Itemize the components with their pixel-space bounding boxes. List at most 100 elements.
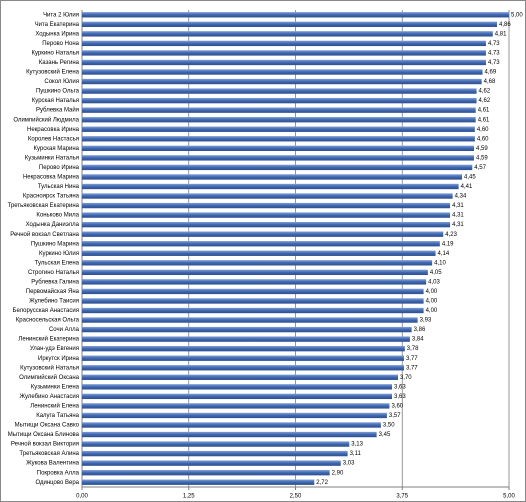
x-tick-label: 5,00 xyxy=(503,494,515,500)
data-label: 3,11 xyxy=(350,451,362,457)
y-tick-label: Рублевка Галина xyxy=(31,279,79,285)
data-label: 4,00 xyxy=(426,289,438,295)
bar xyxy=(82,164,473,171)
bar xyxy=(82,298,424,304)
y-tick-label: Кутузовский Наталья xyxy=(20,364,79,371)
bar xyxy=(82,221,451,228)
data-label: 3,77 xyxy=(406,356,418,362)
y-tick-label: Перово Ирина xyxy=(39,165,80,171)
y-tick-label: Кузьминки Елена xyxy=(31,384,80,390)
data-label: 4,41 xyxy=(461,184,473,190)
bar xyxy=(82,470,330,476)
bar xyxy=(82,78,482,85)
y-tick-label: Казань Регина xyxy=(39,60,80,66)
data-label: 3,60 xyxy=(391,403,403,409)
bar xyxy=(82,40,486,47)
y-tick-label: Калуга Татьяна xyxy=(36,413,79,419)
y-tick-label: Улан-удэ Евгения xyxy=(30,346,79,352)
x-tick-label: 0,00 xyxy=(76,494,88,500)
y-tick-label: Куркино Наталья xyxy=(32,51,80,57)
bar xyxy=(82,336,410,342)
data-label: 4,73 xyxy=(488,51,500,57)
bar xyxy=(82,69,483,75)
y-tick-label: Сочи Алла xyxy=(49,327,80,333)
y-tick-label: Пушкино Ольга xyxy=(36,89,80,95)
y-tick-label: Третьяковская Алина xyxy=(19,451,79,457)
bar xyxy=(82,450,348,457)
y-tick-label: Чита Екатерина xyxy=(35,22,80,28)
bar xyxy=(82,355,404,361)
bar xyxy=(82,345,405,352)
data-label: 4,05 xyxy=(430,270,442,276)
y-tick-label: Перово Нона xyxy=(42,41,79,47)
bar xyxy=(82,31,493,37)
bar xyxy=(82,317,418,323)
y-tick-label: Сокол Юлия xyxy=(44,79,79,85)
data-label: 4,73 xyxy=(488,60,500,66)
data-label: 3,63 xyxy=(394,394,406,400)
y-tick-label: Ленинский Екатерина xyxy=(18,336,79,343)
y-tick-label: Красносельская Ольга xyxy=(16,318,80,324)
y-tick-label: Мытищи Оксана Савко xyxy=(15,423,80,429)
data-label: 3,78 xyxy=(407,346,419,352)
bar xyxy=(82,460,341,466)
data-label: 3,70 xyxy=(400,375,412,381)
x-tick-label: 3,75 xyxy=(396,494,408,500)
data-label: 3,86 xyxy=(414,327,426,333)
data-label: 4,62 xyxy=(479,98,491,104)
y-tick-label: Олимпийский Людмила xyxy=(13,116,79,123)
data-label: 3,77 xyxy=(406,365,418,371)
y-tick-label: Некрасовка Марина xyxy=(23,175,80,181)
bar xyxy=(82,231,444,237)
y-tick-label: Рублевка Майя xyxy=(36,107,79,114)
bar xyxy=(82,212,451,218)
bar xyxy=(82,174,463,180)
y-tick-label: Ленинский Елена xyxy=(30,402,79,409)
bar xyxy=(82,441,350,447)
data-label: 4,23 xyxy=(445,232,457,238)
bar xyxy=(82,97,477,104)
bar xyxy=(82,365,404,371)
bar xyxy=(82,193,453,199)
data-label: 3,93 xyxy=(420,318,432,324)
data-label: 4,34 xyxy=(455,194,467,200)
y-tick-label: Мытищи Оксана Блинова xyxy=(8,432,80,438)
y-tick-label: Жукова Валентина xyxy=(26,461,80,467)
bar xyxy=(82,50,486,56)
y-tick-label: Куркино Юлия xyxy=(39,251,79,257)
bar xyxy=(82,307,424,314)
bar xyxy=(82,260,433,266)
bar xyxy=(82,422,381,428)
data-label: 4,69 xyxy=(485,70,497,76)
data-label: 4,62 xyxy=(479,89,491,95)
bar xyxy=(82,374,398,380)
y-tick-label: Курская Марина xyxy=(33,146,79,152)
bar xyxy=(82,21,498,27)
data-label: 4,81 xyxy=(495,31,507,37)
y-tick-label: Первомайская Яна xyxy=(26,288,80,295)
data-label: 3,63 xyxy=(394,384,406,390)
bar xyxy=(82,269,428,276)
data-label: 4,31 xyxy=(452,213,464,219)
y-tick-label: Покровка Алла xyxy=(37,470,80,476)
y-tick-label: Строгино Наталья xyxy=(28,270,79,276)
y-tick-label: Коньково Мила xyxy=(36,213,79,219)
y-tick-label: Кузьминки Наталья xyxy=(25,155,79,161)
bar xyxy=(82,326,412,333)
bar xyxy=(82,183,459,190)
y-tick-label: Королев Настасья xyxy=(28,136,79,142)
bar xyxy=(82,145,474,152)
data-label: 4,00 xyxy=(426,299,438,305)
y-tick-label: Тульская Нина xyxy=(38,184,80,190)
bar xyxy=(82,288,424,295)
bar xyxy=(82,250,436,256)
data-label: 4,10 xyxy=(434,260,446,266)
data-label: 2,72 xyxy=(316,480,328,486)
data-label: 3,84 xyxy=(412,337,424,343)
data-label: 3,45 xyxy=(379,432,391,438)
bar xyxy=(82,393,393,400)
bar xyxy=(82,431,377,438)
y-tick-label: Иркутск Ирина xyxy=(38,356,80,362)
bar xyxy=(82,107,476,113)
